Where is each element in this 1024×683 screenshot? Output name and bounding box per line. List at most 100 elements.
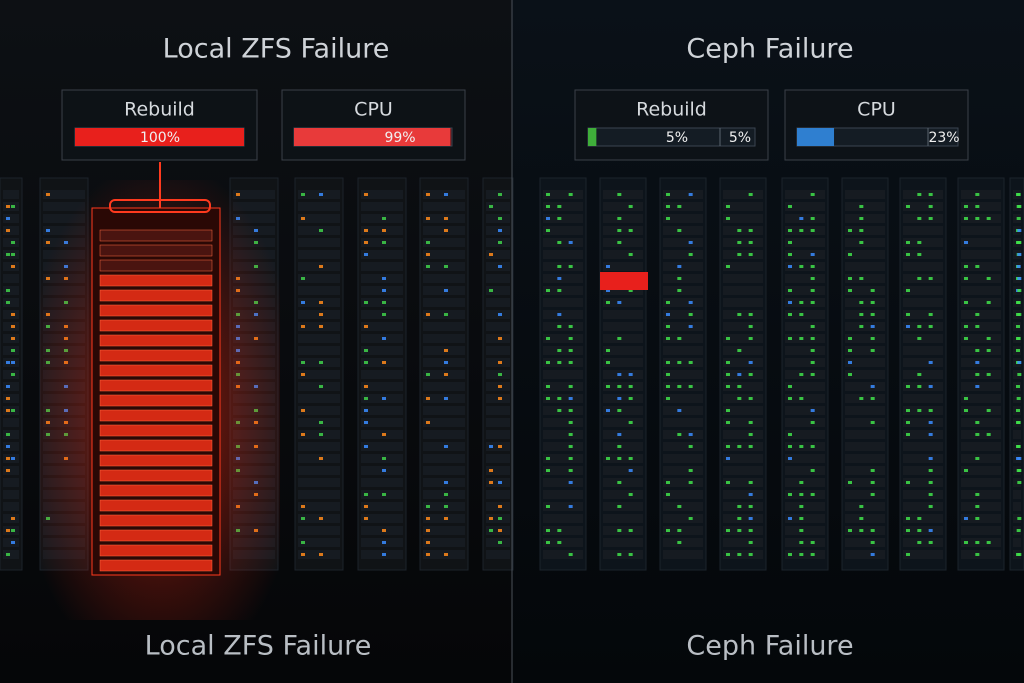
led [666,529,670,532]
led [11,205,15,208]
led [364,241,368,244]
led [498,229,502,232]
led [489,481,493,484]
rack-unit [361,442,403,451]
led [498,529,502,532]
rack-unit [903,250,943,259]
led [986,337,991,340]
bar-fill [294,128,451,146]
led [688,481,693,484]
led [810,553,815,556]
rack-unit [543,238,583,247]
led [364,193,368,196]
led [975,373,980,376]
rack-unit [361,202,403,211]
rack-unit [663,334,703,343]
led [975,421,980,424]
rack-unit [903,490,943,499]
led [677,529,682,532]
led [364,349,368,352]
rack-unit [663,418,703,427]
rack-unit [903,214,943,223]
rack-unit [723,298,763,307]
led [788,517,792,520]
led [848,361,852,364]
led [426,529,430,532]
led [917,373,922,376]
led [917,385,922,388]
led [677,289,682,292]
led [859,397,864,400]
metric-value: 23% [928,130,959,146]
led [870,553,875,556]
led [489,205,493,208]
led [748,373,753,376]
rack-unit [961,466,1001,475]
rack-unit [723,322,763,331]
led [444,193,448,196]
led [799,313,804,316]
rack-unit [723,226,763,235]
led [975,325,980,328]
rack-unit [785,406,825,415]
led [870,313,875,316]
rack-unit [961,550,1001,559]
led [906,553,910,556]
led [364,397,368,400]
rack-unit [1013,502,1021,511]
led [489,289,493,292]
led [301,277,305,280]
led [6,229,10,232]
led [964,205,968,208]
led [557,205,562,208]
rack-unit [423,382,465,391]
led [1017,277,1022,280]
led [301,541,305,544]
led [928,325,933,328]
led [748,481,753,484]
rack-unit [785,322,825,331]
rack-unit [845,466,885,475]
led [748,541,753,544]
led [1017,361,1022,364]
rack-unit [723,538,763,547]
rack-unit [845,322,885,331]
led [606,265,610,268]
rack-unit [785,274,825,283]
led [11,517,15,520]
led [382,277,386,280]
led [301,433,305,436]
rack-unit [298,238,340,247]
led [617,385,622,388]
rack-unit [961,286,1001,295]
led [986,277,991,280]
led [364,445,368,448]
rack-unit [903,466,943,475]
led [568,457,573,460]
rack-unit [723,346,763,355]
rack-unit [961,346,1001,355]
rack-unit [723,286,763,295]
led [917,517,922,520]
led [498,373,502,376]
rack-unit [785,226,825,235]
rack-unit [663,466,703,475]
rack-unit [785,454,825,463]
rack-unit [723,334,763,343]
led [677,205,682,208]
led [628,529,633,532]
led [688,301,693,304]
rack-unit [663,214,703,223]
led [606,385,610,388]
led [788,241,792,244]
led [1016,529,1021,532]
led [799,337,804,340]
led [726,529,730,532]
led [788,253,792,256]
led [677,265,682,268]
rack-unit [298,286,340,295]
led [568,361,573,364]
rack-unit [603,262,643,271]
led [444,265,448,268]
rack-unit [785,214,825,223]
